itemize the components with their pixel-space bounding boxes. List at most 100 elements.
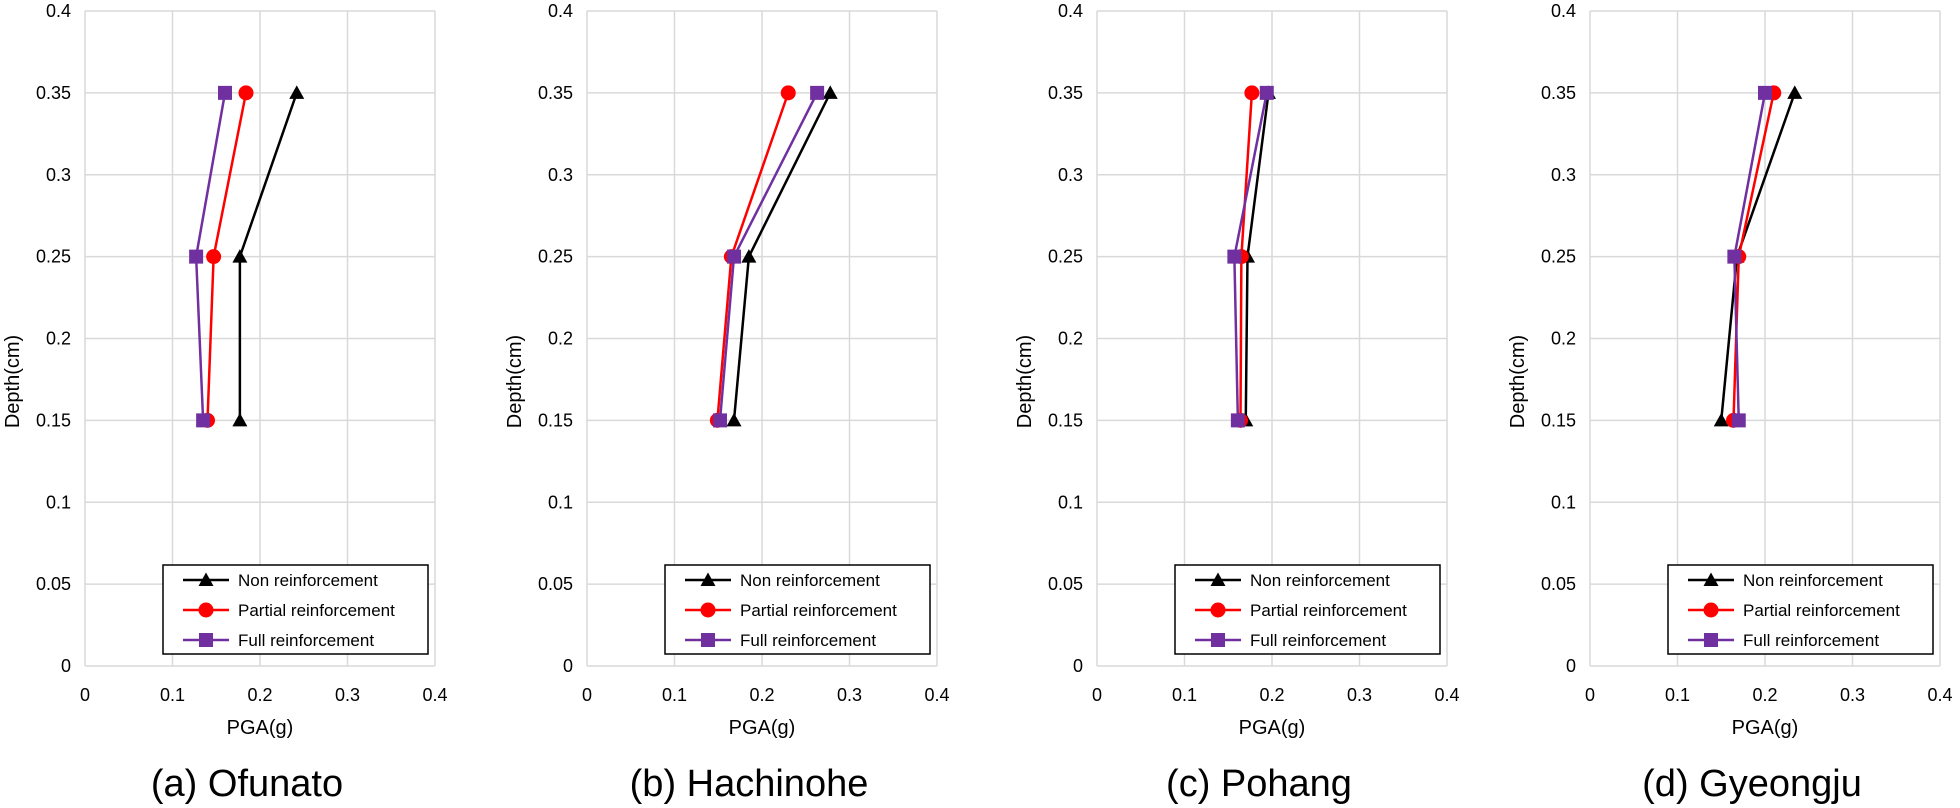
x-tick-label: 0.4 bbox=[1927, 685, 1952, 705]
data-point bbox=[1731, 413, 1746, 428]
data-point bbox=[726, 412, 742, 427]
x-tick-label: 0.1 bbox=[160, 685, 185, 705]
x-tick-label: 0 bbox=[1585, 685, 1595, 705]
y-tick-label: 0.15 bbox=[1048, 410, 1083, 430]
data-point bbox=[289, 85, 305, 99]
y-tick-label: 0 bbox=[61, 656, 71, 676]
legend-entry: Partial reinforcement bbox=[1250, 601, 1407, 620]
x-tick-label: 0.2 bbox=[247, 685, 272, 705]
x-tick-label: 0.3 bbox=[837, 685, 862, 705]
y-tick-label: 0.4 bbox=[1551, 1, 1576, 21]
panel-caption: (a) Ofunato bbox=[151, 763, 343, 805]
y-tick-label: 0.1 bbox=[1551, 492, 1576, 512]
y-tick-label: 0.25 bbox=[1048, 247, 1083, 267]
legend-entry: Non reinforcement bbox=[740, 571, 880, 590]
legend-swatch-marker bbox=[1703, 572, 1719, 586]
y-tick-label: 0.35 bbox=[1048, 83, 1083, 103]
legend: Non reinforcement Partial reinforcement Fu… bbox=[1174, 564, 1441, 655]
x-tick-label: 0.1 bbox=[1172, 685, 1197, 705]
legend: Non reinforcement Partial reinforcement Fu… bbox=[664, 564, 931, 655]
x-tick-label: 0.1 bbox=[1665, 685, 1690, 705]
y-tick-label: 0.2 bbox=[1058, 329, 1083, 349]
x-axis-label: PGA(g) bbox=[227, 717, 294, 739]
x-tick-label: 0.4 bbox=[1434, 685, 1459, 705]
y-tick-label: 0.05 bbox=[1541, 574, 1576, 594]
x-tick-label: 0 bbox=[1092, 685, 1102, 705]
y-tick-label: 0.1 bbox=[46, 492, 71, 512]
data-point bbox=[822, 85, 838, 99]
data-point bbox=[196, 413, 211, 428]
data-point bbox=[1227, 249, 1242, 264]
panel-caption: (d) Gyeongju bbox=[1642, 763, 1862, 805]
x-axis-label: PGA(g) bbox=[1239, 717, 1306, 739]
legend-entry: Non reinforcement bbox=[1743, 571, 1883, 590]
data-point bbox=[780, 85, 796, 101]
legend: Non reinforcement Partial reinforcement Fu… bbox=[1667, 564, 1934, 655]
y-tick-label: 0.15 bbox=[538, 410, 573, 430]
y-axis-label: Depth(cm) bbox=[2, 335, 24, 428]
data-point bbox=[1713, 412, 1729, 427]
legend-entry: Full reinforcement bbox=[238, 631, 374, 650]
legend-swatch-marker bbox=[198, 572, 214, 586]
data-point bbox=[1787, 85, 1803, 99]
legend-swatch-marker bbox=[701, 633, 715, 647]
legend-swatch-marker bbox=[1211, 633, 1225, 647]
chart-panel: 0 0.05 0.1 0.15 0.2 0.25 0.3 0.35 0.4 0 0.1 0.2 0.3 0… bbox=[504, 1, 950, 805]
legend-entry: Full reinforcement bbox=[1743, 631, 1879, 650]
y-tick-label: 0.35 bbox=[36, 83, 71, 103]
legend-swatch-marker bbox=[1703, 602, 1719, 618]
x-tick-label: 0 bbox=[80, 685, 90, 705]
data-point bbox=[1727, 249, 1742, 264]
chart-panel: 0 0.05 0.1 0.15 0.2 0.25 0.3 0.35 0.4 0 0.1 0.2 0.3 0… bbox=[2, 1, 448, 805]
data-point bbox=[810, 85, 825, 100]
x-tick-label: 0.4 bbox=[422, 685, 447, 705]
y-axis-label: Depth(cm) bbox=[1507, 335, 1529, 428]
y-tick-label: 0 bbox=[1073, 656, 1083, 676]
data-point bbox=[218, 85, 232, 100]
y-tick-label: 0.3 bbox=[46, 165, 71, 185]
panel-caption: (b) Hachinohe bbox=[630, 763, 869, 805]
y-tick-label: 0.05 bbox=[1048, 574, 1083, 594]
x-tick-label: 0.4 bbox=[924, 685, 949, 705]
data-point bbox=[1259, 85, 1274, 100]
y-tick-label: 0.35 bbox=[1541, 83, 1576, 103]
y-tick-label: 0.3 bbox=[548, 165, 573, 185]
y-axis-label: Depth(cm) bbox=[504, 335, 526, 428]
y-tick-label: 0.25 bbox=[538, 247, 573, 267]
y-tick-label: 0 bbox=[563, 656, 573, 676]
y-tick-label: 0.3 bbox=[1551, 165, 1576, 185]
x-tick-label: 0.2 bbox=[1259, 685, 1284, 705]
legend-swatch-marker bbox=[199, 633, 213, 647]
y-tick-label: 0.4 bbox=[1058, 1, 1083, 21]
y-tick-label: 0.4 bbox=[46, 1, 71, 21]
y-tick-label: 0.15 bbox=[1541, 410, 1576, 430]
legend-swatch-marker bbox=[1704, 633, 1718, 647]
x-tick-label: 0.3 bbox=[1347, 685, 1372, 705]
legend-entry: Full reinforcement bbox=[740, 631, 876, 650]
y-tick-label: 0.2 bbox=[1551, 329, 1576, 349]
data-point bbox=[1758, 85, 1772, 100]
y-tick-label: 0.25 bbox=[1541, 247, 1576, 267]
x-tick-label: 0.3 bbox=[335, 685, 360, 705]
legend-entry: Partial reinforcement bbox=[740, 601, 897, 620]
legend: Non reinforcement Partial reinforcement Fu… bbox=[162, 564, 429, 655]
legend-swatch-marker bbox=[700, 602, 716, 618]
data-point bbox=[1244, 85, 1260, 101]
y-tick-label: 0.2 bbox=[46, 329, 71, 349]
data-point bbox=[189, 249, 204, 264]
y-tick-label: 0.25 bbox=[36, 247, 71, 267]
chart-panel: 0 0.05 0.1 0.15 0.2 0.25 0.3 0.35 0.4 0 0.1 0.2 0.3 0… bbox=[1507, 1, 1953, 805]
legend-swatch-marker bbox=[700, 572, 716, 586]
data-point bbox=[1230, 413, 1245, 428]
data-point bbox=[232, 249, 248, 263]
data-point bbox=[238, 85, 254, 101]
chart-panel: 0 0.05 0.1 0.15 0.2 0.25 0.3 0.35 0.4 0 0.1 0.2 0.3 0… bbox=[1014, 1, 1460, 805]
data-point bbox=[713, 413, 727, 428]
y-tick-label: 0.1 bbox=[1058, 492, 1083, 512]
x-tick-label: 0.1 bbox=[662, 685, 687, 705]
x-axis-label: PGA(g) bbox=[729, 717, 796, 739]
data-point bbox=[232, 412, 248, 427]
y-tick-label: 0.4 bbox=[548, 1, 573, 21]
panel-caption: (c) Pohang bbox=[1166, 763, 1352, 805]
x-tick-label: 0.2 bbox=[749, 685, 774, 705]
